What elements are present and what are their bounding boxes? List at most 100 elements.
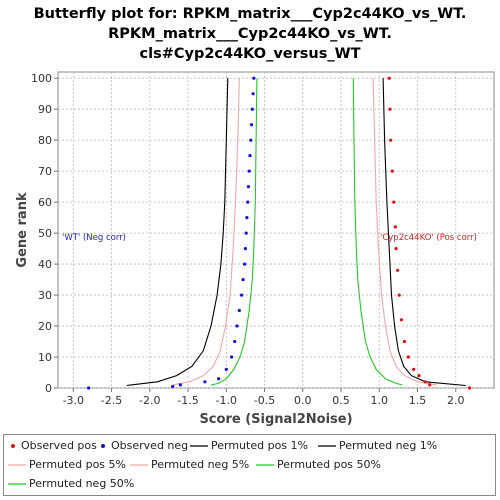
legend-permuted-neg-5: Permuted neg 5%	[130, 458, 249, 471]
x-tick-label: -1.0	[216, 394, 237, 407]
x-tick-label: 0.5	[332, 394, 350, 407]
data-point-observed-neg	[243, 262, 247, 266]
data-point-observed-neg	[244, 231, 248, 235]
pink-line-icon	[130, 464, 148, 466]
y-tick-label: 90	[38, 103, 52, 116]
data-point-observed-pos	[389, 138, 393, 142]
chart-title-line-3: cls#Cyp2c44KO_versus_WT	[140, 46, 361, 62]
data-point-observed-pos	[417, 374, 421, 378]
black-line-icon	[190, 445, 208, 447]
data-point-observed-neg	[243, 247, 247, 251]
green-line-icon	[8, 483, 26, 485]
data-point-observed-pos	[412, 367, 416, 371]
chart-title-line-1: Butterfly plot for: RPKM_matrix___Cyp2c4…	[34, 6, 467, 22]
series-line-permuted-pos-5	[372, 78, 437, 386]
x-tick-label: -0.5	[254, 394, 275, 407]
legend-label: Permuted pos 50%	[277, 458, 381, 471]
data-point-observed-neg	[249, 123, 254, 127]
x-tick-label: -2.0	[139, 394, 160, 407]
data-point-observed-neg	[233, 339, 237, 344]
data-point-observed-neg	[246, 185, 251, 189]
data-point-observed-neg	[203, 380, 207, 384]
data-point-observed-neg	[171, 384, 175, 389]
x-tick-label: -3.0	[63, 394, 84, 407]
legend-label: Permuted neg 1%	[339, 439, 438, 452]
x-tick-label: -1.5	[177, 394, 198, 407]
data-point-observed-pos	[392, 200, 396, 204]
data-point-observed-pos	[467, 386, 472, 390]
x-tick-label: -2.5	[101, 394, 122, 407]
legend-label: Permuted pos 1%	[211, 439, 308, 452]
data-point-observed-neg	[241, 278, 245, 282]
legend-permuted-pos-1: Permuted pos 1%	[190, 439, 308, 452]
series-line-permuted-neg-1	[126, 78, 229, 387]
series-line-permuted-pos-50	[352, 78, 403, 386]
plot-area	[57, 71, 495, 389]
y-tick-label: 10	[38, 351, 52, 364]
data-point-observed-neg	[237, 308, 241, 313]
y-tick-label: 30	[38, 289, 52, 302]
y-tick-label: 0	[45, 382, 52, 395]
grid	[58, 72, 494, 389]
data-point-observed-neg	[230, 355, 234, 359]
data-point-observed-pos	[396, 268, 400, 272]
legend-label: Observed neg	[111, 439, 189, 452]
legend-label: Permuted pos 5%	[29, 458, 126, 471]
annotation-neg-corr: 'WT' (Neg corr)	[62, 233, 126, 243]
data-point-observed-neg	[248, 154, 252, 158]
y-tick-label: 60	[38, 196, 52, 209]
data-point-observed-pos	[390, 169, 394, 173]
data-point-observed-pos	[399, 318, 403, 322]
x-axis-label: Score (Signal2Noise)	[199, 412, 352, 427]
butterfly-plot: Butterfly plot for: RPKM_matrix___Cyp2c4…	[15, 6, 495, 427]
data-point-observed-pos	[406, 355, 410, 359]
legend-permuted-neg-50: Permuted neg 50%	[8, 477, 134, 490]
data-point-observed-neg	[252, 76, 256, 80]
data-point-observed-neg	[224, 367, 228, 371]
x-tick-label: 0.0	[294, 394, 312, 407]
y-tick-label: 80	[38, 134, 52, 147]
y-tick-label: 100	[31, 72, 52, 85]
legend: Observed pos Observed neg Permuted pos 1…	[3, 434, 496, 496]
y-tick-label: 50	[38, 227, 52, 240]
legend-label: Permuted neg 5%	[151, 458, 250, 471]
data-point-observed-neg	[217, 377, 221, 381]
pink-line-icon	[8, 464, 26, 466]
data-point-observed-neg	[247, 169, 251, 173]
x-tick-label: 1.5	[409, 394, 427, 407]
data-point-observed-neg	[240, 293, 244, 297]
chart-title-line-2: RPKM_matrix___Cyp2c44KO_vs_WT.	[108, 26, 392, 42]
data-point-observed-neg	[235, 324, 239, 328]
y-tick-label: 20	[38, 320, 52, 333]
data-point-observed-neg	[245, 216, 249, 220]
legend-label: Permuted neg 50%	[29, 477, 135, 490]
series-line-permuted-pos-1	[382, 78, 466, 387]
data-point-observed-pos	[393, 225, 397, 229]
data-point-observed-pos	[394, 247, 398, 251]
green-line-icon	[256, 464, 274, 466]
data-point-observed-neg	[178, 383, 182, 387]
series-line-permuted-neg-50	[210, 78, 258, 386]
data-point-observed-neg	[250, 107, 254, 111]
legend-permuted-pos-50: Permuted pos 50%	[256, 458, 381, 471]
y-axis-label: Gene rank	[15, 192, 30, 268]
annotation-pos-corr: 'Cyp2c44KO' (Pos corr)	[380, 233, 477, 243]
legend-observed-neg: Observed neg	[98, 439, 188, 452]
tick-labels: -3.0 -2.5 -2.0 -1.5 -1.0 -0.5 0.0 0.5 1.0 1.5 2.0 0…	[31, 72, 465, 407]
data-point-observed-pos	[387, 76, 391, 80]
series-line-permuted-neg-5	[172, 78, 240, 386]
data-point-observed-pos	[397, 293, 401, 297]
data-point-observed-pos	[423, 380, 427, 384]
black-line-icon	[318, 445, 336, 447]
data-point-observed-neg	[251, 92, 255, 96]
data-point-observed-pos	[388, 107, 392, 111]
data-point-observed-neg	[246, 200, 250, 204]
legend-label: Observed pos	[21, 439, 97, 452]
series-layer	[87, 76, 472, 390]
x-tick-label: 1.0	[371, 394, 389, 407]
legend-permuted-pos-5: Permuted pos 5%	[8, 458, 126, 471]
data-point-observed-neg	[249, 138, 253, 142]
data-point-observed-neg	[87, 386, 91, 390]
x-tick-label: 2.0	[447, 394, 465, 407]
legend-observed-pos: Observed pos	[8, 439, 97, 452]
